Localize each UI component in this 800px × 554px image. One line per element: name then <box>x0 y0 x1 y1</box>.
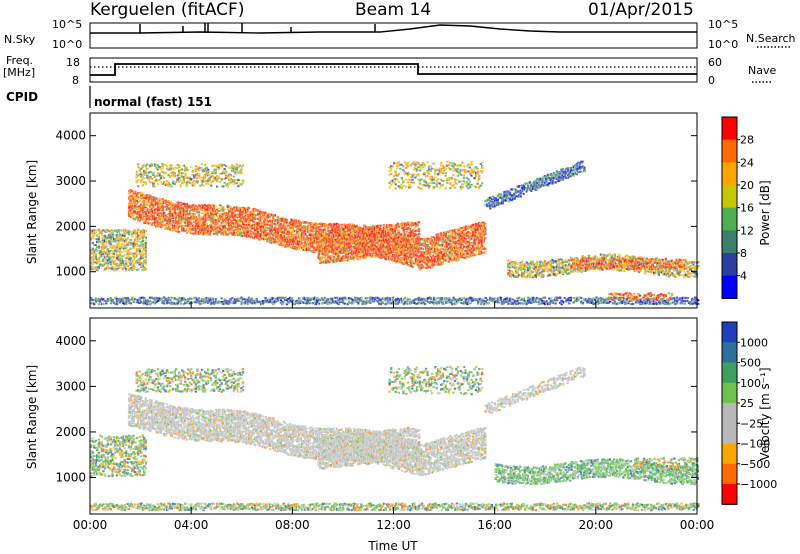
colorbar-segment <box>722 162 737 185</box>
colorbar-tick-label: 12 <box>740 224 754 237</box>
freq-line <box>90 64 697 75</box>
velocity-ylabel: Slant Range [km] <box>25 365 39 469</box>
xtick-label: 00:00 <box>680 518 715 532</box>
colorbar-segment <box>722 383 737 404</box>
colorbar-segment <box>722 322 737 343</box>
ytick-label: 3000 <box>55 174 86 188</box>
colorbar-tick-label: −1000 <box>740 478 777 491</box>
freq-panel-frame <box>90 58 697 82</box>
ytick-label: 3000 <box>55 379 86 393</box>
colorbar-segment <box>722 185 737 208</box>
colorbar-segment <box>722 444 737 465</box>
ytick-label: 4000 <box>55 129 86 143</box>
ytick-label: 2000 <box>55 219 86 233</box>
colorbar-segment <box>722 117 737 140</box>
ytick-label: 4000 <box>55 334 86 348</box>
colorbar-segment <box>722 423 737 444</box>
colorbar-segment <box>722 208 737 231</box>
colorbar-tick-label: 8 <box>740 247 747 260</box>
ytick-label: 2000 <box>55 425 86 439</box>
colorbar-segment <box>722 230 737 253</box>
colorbar-segment <box>722 403 737 424</box>
xtick-label: 12:00 <box>376 518 411 532</box>
power-colorbar-label: Power [dB] <box>758 180 772 245</box>
colorbar-tick-label: 24 <box>740 156 754 169</box>
ytick-label: 1000 <box>55 265 86 279</box>
colorbar-segment <box>722 342 737 363</box>
xtick-label: 16:00 <box>477 518 512 532</box>
power-noise-mask <box>90 113 697 308</box>
colorbar-tick-label: 1000 <box>740 336 768 349</box>
xtick-label: 08:00 <box>275 518 310 532</box>
colorbar-segment <box>722 276 737 299</box>
ytick-label: 1000 <box>55 471 86 485</box>
colorbar-tick-label: 20 <box>740 179 754 192</box>
xaxis-label: Time UT <box>367 539 418 553</box>
colorbar-segment <box>722 464 737 485</box>
colorbar-segment <box>722 363 737 384</box>
xtick-label: 20:00 <box>579 518 614 532</box>
colorbar-tick-label: 28 <box>740 134 754 147</box>
xtick-label: 00:00 <box>73 518 108 532</box>
power-panel: 4000 3000 2000 1000 <box>55 113 699 308</box>
colorbar-tick-label: 16 <box>740 202 754 215</box>
colorbar-segment <box>722 140 737 163</box>
nsky-panel-frame <box>90 23 697 48</box>
colorbar-segment <box>722 484 737 505</box>
power-colorbar: 28 24 20 16 12 8 4 <box>722 117 754 299</box>
velocity-noise-mask <box>90 318 697 514</box>
velocity-panel: 4000 3000 2000 1000 00:00 04:00 08:00 12:00 16:… <box>55 301 714 532</box>
velocity-colorbar-label: Velocity [m s⁻¹] <box>758 367 772 460</box>
power-ylabel: Slant Range [km] <box>25 160 39 264</box>
radar-chart: 4000 3000 2000 1000 4000 3000 2000 1000 00:00 0… <box>0 0 800 554</box>
xtick-label: 04:00 <box>174 518 209 532</box>
colorbar-tick-label: 25 <box>740 397 754 410</box>
colorbar-tick-label: 4 <box>740 270 747 283</box>
nsky-line <box>90 25 697 33</box>
colorbar-segment <box>722 253 737 276</box>
